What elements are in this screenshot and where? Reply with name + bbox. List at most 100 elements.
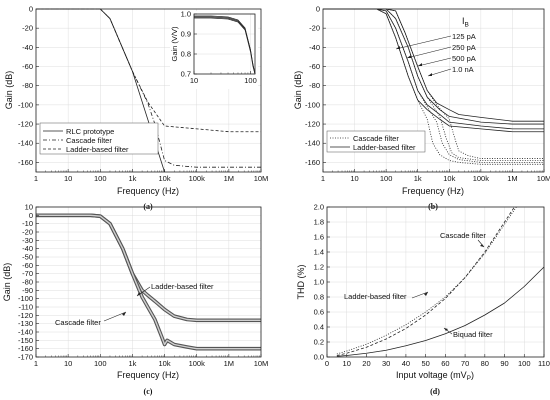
xlabel-c: Frequency (Hz) xyxy=(117,370,179,380)
xlabel-a: Frequency (Hz) xyxy=(117,186,179,196)
c-ytick-6: -50 xyxy=(22,253,33,262)
panel-label-c: (c) xyxy=(144,387,153,396)
ticks-a: 1 10 100 1k 10k 100k 1M 10M 0 -20 -40 -60 -80 -100 -12… xyxy=(18,5,268,184)
ylabel-d: THD (%) xyxy=(296,265,306,300)
c-ytick-2: -10 xyxy=(22,219,33,228)
b-ytick-0: 0 xyxy=(316,5,320,14)
ticks-b: 1 10 100 1k 10k 100k 1M 10M 0 -20 -40 -60 -80 -100 -12… xyxy=(305,5,550,184)
b-xtick-5: 100k xyxy=(473,174,490,183)
b-xtick-1: 10 xyxy=(350,174,358,183)
c-xtick-0: 1 xyxy=(34,359,38,368)
a-ytick-3: -60 xyxy=(22,62,33,71)
panel-label-a: (a) xyxy=(143,202,153,211)
bias-title: IB xyxy=(462,16,469,29)
xlabel-b: Frequency (Hz) xyxy=(402,186,464,196)
inset-ylabel: Gain (V/V) xyxy=(170,26,179,62)
d-ytick-8: 1.6 xyxy=(314,233,324,242)
a-xtick-1: 10 xyxy=(64,174,72,183)
bias-label-1na: 1.0 nA xyxy=(452,65,474,74)
chart-panel-a: 1 10 100 1k 10k 100k 1M 10M 0 -20 -40 -60 -80 -100 -12… xyxy=(4,5,268,212)
b-xtick-6: 1M xyxy=(507,174,517,183)
c-ytick-1: 0 xyxy=(29,211,33,220)
a-series-line-2 xyxy=(36,8,261,133)
d-ytick-7: 1.4 xyxy=(314,248,324,257)
d-ytick-5: 1.0 xyxy=(314,278,324,287)
d-xtick-4: 40 xyxy=(402,359,410,368)
d-ytick-6: 1.2 xyxy=(314,263,324,272)
d-xtick-8: 80 xyxy=(481,359,489,368)
b-ytick-4: -80 xyxy=(309,81,320,90)
d-ytick-1: 0.2 xyxy=(314,338,324,347)
d-series-line-0 xyxy=(336,206,515,356)
xlabel-d: Input voltage (mVP) xyxy=(396,370,474,382)
legend-a: RLC prototype Cascade filter Ladder-base… xyxy=(39,122,159,155)
c-series-band-0 xyxy=(36,213,261,323)
grid-d xyxy=(326,206,545,358)
d-xtick-1: 10 xyxy=(343,359,351,368)
a-ytick-5: -100 xyxy=(18,100,33,109)
chart-panel-b: 1 10 100 1k 10k 100k 1M 10M 0 -20 -40 -60 -80 -100 -12… xyxy=(293,5,550,212)
c-series-line-0 xyxy=(36,214,261,322)
d-xtick-10: 100 xyxy=(518,359,531,368)
inset-chart-a: 10 100 0.7 0.8 0.9 1.0 Gain (V/V) xyxy=(170,10,258,89)
d-xtick-5: 50 xyxy=(421,359,429,368)
c-ytick-0: 10 xyxy=(25,203,33,212)
b-ytick-2: -40 xyxy=(309,43,320,52)
bias-annotation: IB 125 pA 250 pA 500 pA 1.0 nA xyxy=(395,16,476,77)
ylabel-c: Gain (dB) xyxy=(2,263,12,302)
c-xtick-6: 1M xyxy=(224,359,234,368)
d-ytick-2: 0.4 xyxy=(314,323,324,332)
a-xtick-2: 100 xyxy=(94,174,107,183)
inset-series-line-2 xyxy=(194,17,256,75)
c-ytick-11: -100 xyxy=(18,294,33,303)
b-ytick-8: -160 xyxy=(305,158,320,167)
c-xtick-2: 100 xyxy=(94,359,107,368)
d-xtick-9: 90 xyxy=(500,359,508,368)
c-ytick-8: -70 xyxy=(22,269,33,278)
b-xtick-7: 10M xyxy=(537,174,550,183)
d-ytick-3: 0.6 xyxy=(314,308,324,317)
b-ytick-3: -60 xyxy=(309,62,320,71)
a-ytick-7: -140 xyxy=(18,139,33,148)
a-ytick-4: -80 xyxy=(22,81,33,90)
d-xtick-2: 20 xyxy=(362,359,370,368)
c-xtick-4: 10k xyxy=(159,359,171,368)
a-xtick-6: 1M xyxy=(224,174,234,183)
d-xtick-6: 60 xyxy=(441,359,449,368)
a-xtick-3: 1k xyxy=(128,174,136,183)
inset-xtick-0: 10 xyxy=(190,76,198,85)
c-xtick-3: 1k xyxy=(128,359,136,368)
c-ytick-9: -80 xyxy=(22,278,33,287)
c-ytick-3: -20 xyxy=(22,228,33,237)
d-xtick-3: 30 xyxy=(382,359,390,368)
c-ytick-18: -170 xyxy=(18,353,33,362)
c-ytick-13: -120 xyxy=(18,311,33,320)
frame-a xyxy=(35,8,262,173)
b-ytick-7: -140 xyxy=(305,139,320,148)
d-ytick-10: 2.0 xyxy=(314,203,324,212)
b-ytick-1: -20 xyxy=(309,24,320,33)
b-ytick-6: -120 xyxy=(305,120,320,129)
inset-ticks: 10 100 0.7 0.8 0.9 1.0 xyxy=(181,10,257,86)
d-ytick-9: 1.8 xyxy=(314,218,324,227)
d-xtick-0: 0 xyxy=(325,359,329,368)
d-xtick-11: 110 xyxy=(538,359,550,368)
legend-label-a-1: Cascade filter xyxy=(66,136,112,145)
a-xtick-7: 10M xyxy=(254,174,269,183)
legend-b: Cascade filter Ladder-based filter xyxy=(326,130,426,153)
inset-series xyxy=(194,15,256,75)
annotation-cascade-d: Cascade filter xyxy=(440,231,486,240)
c-ytick-7: -60 xyxy=(22,261,33,270)
c-ytick-17: -160 xyxy=(18,344,33,353)
ticks-c: 1 10 100 1k 10k 100k 1M 10M100-10-20-30-40-50-6… xyxy=(18,203,268,369)
c-ytick-15: -140 xyxy=(18,328,33,337)
c-xtick-1: 10 xyxy=(64,359,72,368)
d-xtick-7: 70 xyxy=(461,359,469,368)
c-ytick-16: -150 xyxy=(18,336,33,345)
c-ytick-5: -40 xyxy=(22,244,33,253)
c-xtick-7: 10M xyxy=(254,359,269,368)
bias-label-250pa: 250 pA xyxy=(452,43,476,52)
series-d xyxy=(336,206,545,357)
series-c xyxy=(36,213,261,351)
